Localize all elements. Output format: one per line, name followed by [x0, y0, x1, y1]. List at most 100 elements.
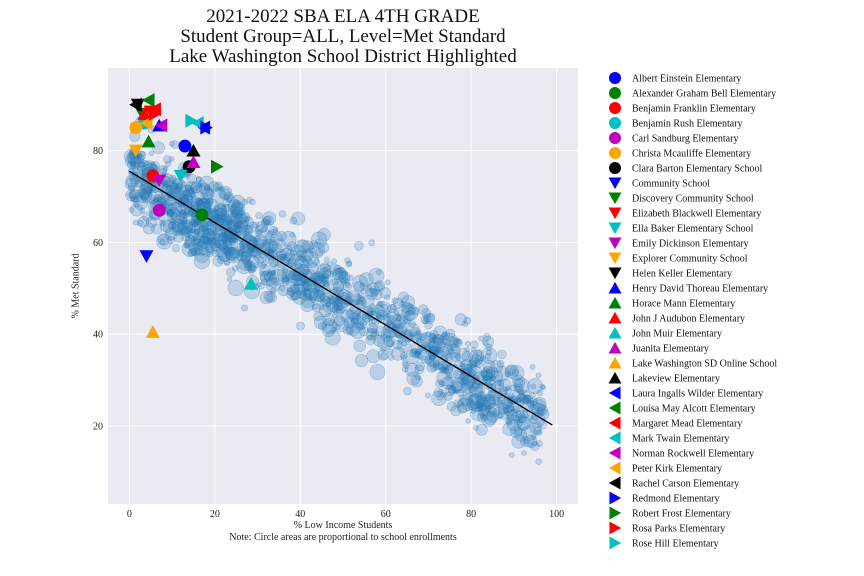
school-point: [528, 397, 538, 407]
school-point: [448, 348, 454, 355]
legend-marker: [609, 117, 621, 129]
school-point: [219, 213, 227, 221]
school-point: [223, 259, 230, 266]
school-point: [366, 327, 380, 341]
school-point: [262, 211, 277, 226]
school-point: [484, 353, 491, 360]
school-point: [405, 310, 411, 317]
school-point: [125, 189, 137, 202]
school-point: [353, 281, 365, 293]
school-point: [470, 357, 479, 366]
school-point: [169, 211, 178, 220]
school-point: [243, 254, 260, 271]
school-point: [450, 343, 458, 351]
school-point: [506, 420, 513, 426]
school-point: [460, 393, 473, 406]
school-point: [496, 359, 505, 368]
school-point: [374, 307, 380, 313]
school-point: [396, 313, 406, 323]
school-point: [300, 298, 315, 313]
school-point: [465, 418, 472, 424]
legend-marker: [609, 72, 621, 84]
school-point: [317, 241, 330, 254]
school-point: [152, 141, 165, 155]
school-point: [193, 236, 202, 245]
school-point: [285, 270, 296, 281]
school-point: [331, 302, 345, 316]
school-point: [347, 274, 354, 281]
school-point: [306, 262, 319, 275]
school-point: [186, 187, 192, 193]
school-point: [361, 294, 375, 309]
school-point: [176, 204, 187, 215]
school-point: [218, 232, 229, 243]
school-point: [216, 255, 226, 265]
school-point: [192, 235, 198, 242]
school-point: [342, 281, 353, 292]
legend-entry-label: Carl Sandburg Elementary: [632, 134, 738, 145]
school-point: [456, 403, 468, 414]
school-point: [137, 154, 145, 162]
school-point: [355, 321, 365, 331]
school-point: [208, 210, 219, 221]
school-point: [241, 216, 254, 229]
school-point: [203, 198, 219, 215]
school-point: [338, 266, 345, 274]
school-point: [530, 441, 540, 452]
school-point: [372, 334, 385, 347]
school-point: [378, 301, 385, 308]
school-point: [497, 402, 510, 415]
school-point: [181, 240, 198, 257]
school-point: [255, 212, 263, 220]
school-point: [231, 208, 243, 220]
legend-marker: [608, 237, 622, 250]
school-point: [239, 240, 248, 249]
school-point: [125, 152, 142, 169]
school-point: [242, 224, 254, 236]
school-point: [398, 315, 409, 325]
school-point: [302, 289, 312, 298]
school-point: [336, 289, 352, 305]
school-point: [266, 292, 277, 303]
school-point: [289, 283, 300, 294]
school-point: [522, 438, 529, 445]
school-point: [241, 228, 250, 237]
school-point: [201, 233, 208, 240]
school-point: [468, 393, 485, 409]
school-point: [261, 278, 268, 285]
school-point: [442, 363, 454, 375]
school-point: [345, 308, 355, 319]
school-point: [190, 200, 201, 211]
school-point: [511, 389, 525, 403]
school-point: [229, 202, 244, 216]
school-point: [354, 293, 361, 299]
school-point: [440, 391, 447, 398]
highlighted-school-marker: [244, 277, 259, 290]
school-point: [299, 283, 306, 290]
school-point: [159, 238, 166, 246]
school-point: [415, 329, 422, 336]
school-point: [214, 205, 221, 212]
school-point: [278, 210, 287, 218]
legend-marker: [609, 102, 621, 114]
school-point: [396, 338, 411, 353]
school-point: [161, 199, 168, 206]
school-point: [519, 436, 531, 447]
school-point: [415, 351, 423, 359]
school-point: [282, 274, 291, 283]
school-point: [366, 334, 373, 341]
school-point: [375, 300, 392, 318]
school-point: [414, 374, 421, 381]
school-point: [529, 364, 536, 370]
school-point: [328, 278, 344, 295]
school-point: [514, 428, 528, 442]
school-point: [375, 325, 386, 337]
chart-title-line-3: Lake Washington School District Highligh…: [169, 46, 517, 67]
school-point: [148, 185, 156, 193]
legend-marker: [609, 536, 622, 550]
school-point: [224, 216, 234, 226]
school-point: [379, 287, 391, 299]
school-point: [166, 208, 173, 215]
school-point: [151, 223, 162, 235]
school-point: [285, 244, 293, 252]
